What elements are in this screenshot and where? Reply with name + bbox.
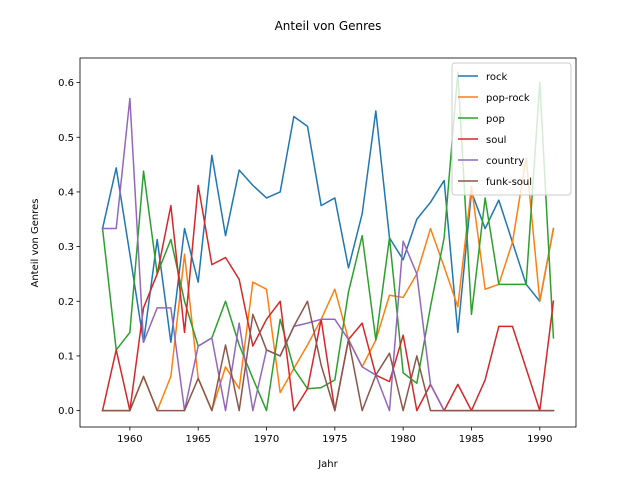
x-axis-label: Jahr: [317, 459, 338, 470]
legend-label-funk-soul: funk-soul: [486, 177, 532, 188]
x-tick-label: 1960: [117, 434, 142, 445]
y-tick-label: 0.4: [58, 187, 74, 198]
series-line-rock: [101, 110, 555, 344]
legend-label-soul: soul: [486, 135, 506, 146]
series-line-pop-rock: [101, 157, 555, 412]
y-tick-label: 0.6: [58, 78, 74, 89]
y-tick-label: 0.5: [58, 133, 74, 144]
plot-area: 1960 1965 1970 1975 1980 1985 1990 0.0 0.1 0.2 0.3…: [58, 57, 577, 445]
x-tick-label: 1975: [322, 434, 347, 445]
y-tick-label: 0.0: [58, 406, 74, 417]
y-axis-label: Anteil von Genres: [30, 198, 41, 287]
legend: rock pop-rock pop soul country funk-soul: [451, 62, 572, 196]
y-tick-label: 0.1: [58, 351, 74, 362]
x-tick-label: 1990: [527, 434, 552, 445]
y-tick-label: 0.3: [58, 242, 74, 253]
legend-label-pop: pop: [486, 114, 505, 125]
x-tick-label: 1985: [459, 434, 484, 445]
axes-frame: [79, 57, 577, 428]
legend-label-country: country: [486, 156, 524, 167]
series-line-funk-soul: [101, 300, 555, 412]
x-tick-label: 1970: [254, 434, 279, 445]
legend-label-rock: rock: [486, 72, 508, 83]
legend-label-pop-rock: pop-rock: [486, 93, 530, 104]
series-line-soul: [101, 184, 555, 412]
x-tick-label: 1980: [390, 434, 415, 445]
legend-box: [451, 62, 572, 196]
chart-title: Anteil von Genres: [275, 19, 382, 33]
x-tick-label: 1965: [185, 434, 210, 445]
y-tick-label: 0.2: [58, 297, 74, 308]
